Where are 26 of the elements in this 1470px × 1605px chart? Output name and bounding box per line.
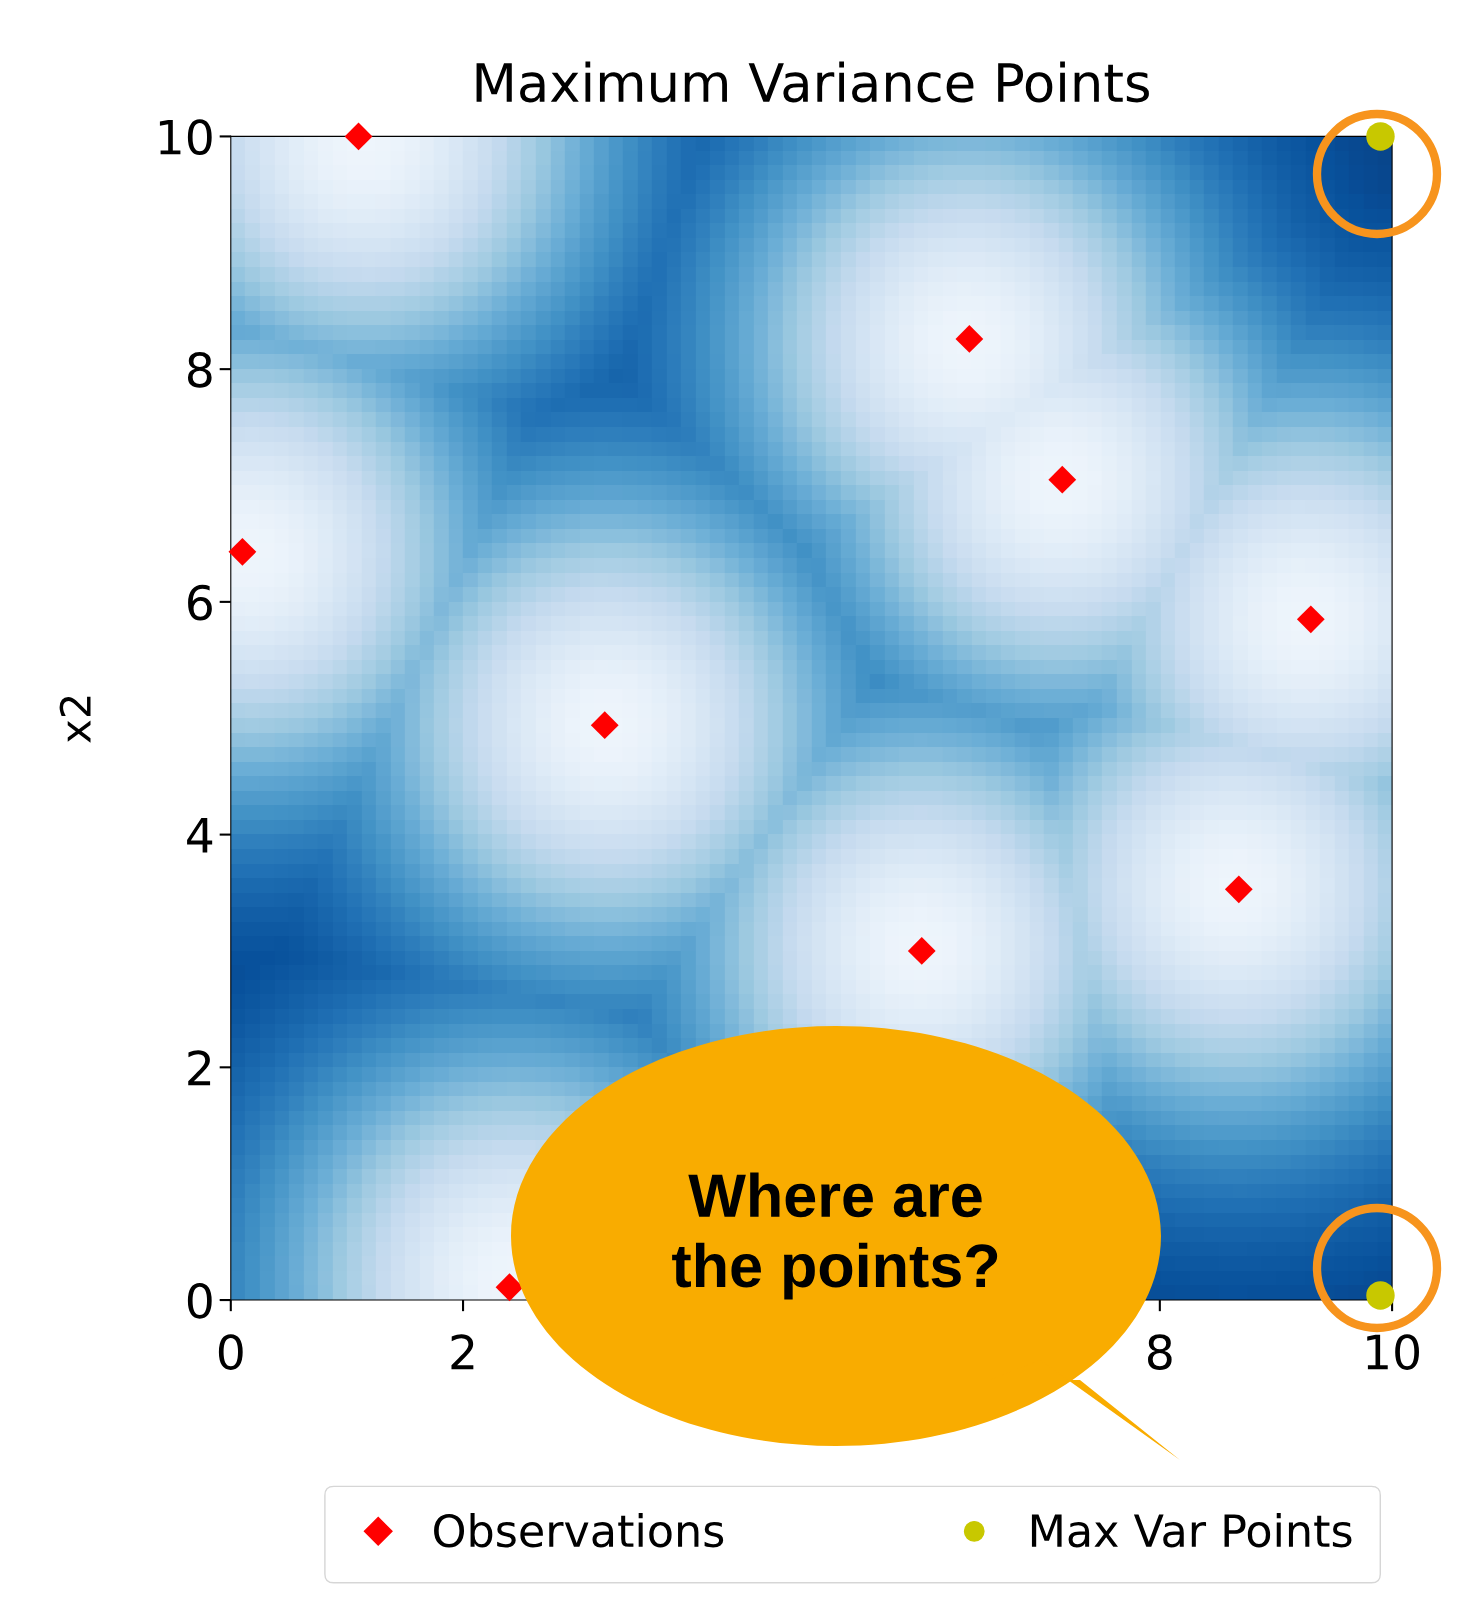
chart-title: Maximum Variance Points [476, 61, 1149, 103]
point [1366, 1281, 1395, 1310]
point [1048, 465, 1077, 494]
annotation: Where are the points? [672, 1172, 998, 1300]
y-tick-label: 4 [187, 818, 213, 853]
point [955, 325, 984, 353]
point [590, 711, 619, 740]
point [907, 937, 936, 965]
y-tick-label: 2 [188, 1050, 211, 1086]
point [1366, 122, 1395, 151]
point [1224, 875, 1253, 904]
y-tick-label: 10 [159, 119, 212, 156]
point [1296, 605, 1325, 634]
legend-label: Max Var Points [1031, 1513, 1352, 1548]
x-tick-label: 0 [218, 1334, 243, 1370]
x-tick-label: 8 [1148, 1334, 1172, 1370]
point [228, 537, 257, 566]
x-tick-label: 2 [451, 1334, 474, 1370]
y-tick-label: 8 [187, 352, 212, 388]
point [344, 122, 373, 151]
x-tick-label: 10 [1367, 1334, 1419, 1370]
y-axis-title: x2 [59, 696, 91, 743]
y-tick-label: 6 [188, 584, 212, 621]
point [495, 1273, 524, 1302]
legend-label: Observations [434, 1513, 724, 1548]
y-tick-label: 0 [187, 1282, 212, 1319]
